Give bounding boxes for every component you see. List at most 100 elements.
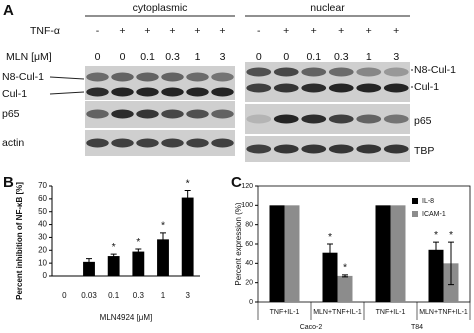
- blot-band: [356, 67, 382, 77]
- blot-band: [211, 138, 234, 148]
- blot-band: [111, 109, 134, 119]
- blot-band: [273, 67, 299, 77]
- bar: [284, 205, 300, 302]
- band-pointer: [49, 76, 85, 80]
- blot-band: [301, 67, 327, 77]
- compartment-title: nuclear: [310, 2, 345, 14]
- mln-dose: 0: [95, 51, 101, 63]
- blot-band: [136, 87, 159, 97]
- x-tick-label: MLN+TNF+IL-1: [313, 309, 362, 316]
- blot-band: [111, 138, 134, 148]
- blot-band: [273, 144, 299, 154]
- blot-band: [383, 67, 409, 77]
- panel-label: C: [231, 174, 242, 191]
- y-tick-label: 100: [241, 202, 253, 209]
- tnf-sign: +: [119, 25, 125, 37]
- error-bar: [342, 274, 348, 278]
- band-label: TBP: [414, 145, 434, 157]
- row-label: TNF-α: [30, 25, 60, 37]
- x-tick-label: TNF+IL-1: [376, 309, 406, 316]
- blot-band: [356, 83, 382, 93]
- row-label: MLN [μM]: [6, 51, 52, 63]
- blot-band: [86, 87, 109, 97]
- significance-mark: *: [112, 241, 116, 253]
- blot-band: [383, 83, 409, 93]
- y-tick-label: 20: [245, 280, 253, 287]
- bar: [322, 252, 338, 302]
- error-bar: [86, 258, 92, 266]
- bar: [181, 197, 194, 276]
- group-label: Caco-2: [300, 324, 323, 331]
- bar: [269, 205, 285, 302]
- significance-mark: *: [161, 220, 165, 232]
- y-tick-label: 60: [245, 241, 253, 248]
- y-tick-label: 50: [38, 207, 47, 216]
- band-label: p65: [2, 108, 20, 120]
- y-tick-label: 0: [43, 271, 48, 280]
- mln-dose: 0.1: [140, 51, 155, 63]
- bar: [83, 261, 95, 276]
- blot-band: [111, 87, 134, 97]
- blot-band: [161, 72, 184, 82]
- blot-band: [328, 144, 354, 154]
- tnf-sign: +: [366, 25, 372, 37]
- blot-band: [211, 72, 234, 82]
- blot-band: [383, 144, 409, 154]
- bar: [132, 251, 145, 276]
- blot-band: [186, 87, 209, 97]
- blot-band: [356, 114, 382, 124]
- blot-band: [273, 83, 299, 93]
- blot-band: [301, 114, 327, 124]
- y-tick-label: 120: [241, 183, 253, 190]
- blot-band: [246, 83, 272, 93]
- blot-band: [186, 109, 209, 119]
- blot-band: [383, 114, 409, 124]
- y-tick-label: 60: [38, 194, 47, 203]
- y-tick-label: 10: [38, 258, 47, 267]
- tnf-sign: +: [169, 25, 175, 37]
- blot-band: [86, 138, 109, 148]
- x-tick-label: 3: [185, 291, 190, 300]
- y-tick-label: 20: [38, 245, 47, 254]
- blot-band: [211, 109, 234, 119]
- band-label: N8-Cul-1: [2, 71, 44, 83]
- blot-band: [186, 72, 209, 82]
- compartment-title: cytoplasmic: [133, 2, 188, 14]
- significance-mark: *: [328, 231, 332, 243]
- blot-strip: [245, 62, 410, 102]
- x-axis-label: MLN4924 [μM]: [100, 313, 153, 322]
- x-tick-label: 0.3: [133, 291, 145, 300]
- tnf-sign: +: [194, 25, 200, 37]
- blot-band: [246, 67, 272, 77]
- mln-dose: 0.1: [306, 51, 321, 63]
- band-label: actin: [2, 137, 24, 149]
- tnf-sign: +: [144, 25, 150, 37]
- x-tick-label: 0: [62, 291, 67, 300]
- blot-band: [328, 67, 354, 77]
- band-label: p65: [414, 115, 432, 127]
- mln-dose: 3: [220, 51, 226, 63]
- legend-label: IL-8: [422, 198, 434, 205]
- tnf-sign: +: [283, 25, 289, 37]
- blot-band: [161, 138, 184, 148]
- blot-band: [86, 72, 109, 82]
- y-tick-label: 0: [249, 299, 253, 306]
- mln-dose: 0: [283, 51, 289, 63]
- tnf-sign: +: [338, 25, 344, 37]
- error-bar: [184, 190, 191, 206]
- error-bar: [160, 232, 166, 247]
- bar: [157, 239, 169, 276]
- error-bar: [448, 241, 454, 286]
- x-tick-label: 1: [161, 291, 166, 300]
- significance-mark: *: [449, 229, 453, 241]
- blot-band: [356, 144, 382, 154]
- blot-band: [246, 114, 272, 124]
- blot-band: [328, 114, 354, 124]
- blot-band: [161, 87, 184, 97]
- mln-dose: 1: [195, 51, 201, 63]
- blot-band: [136, 72, 159, 82]
- blot-band: [161, 109, 184, 119]
- error-bar: [110, 253, 117, 259]
- tnf-sign: +: [219, 25, 225, 37]
